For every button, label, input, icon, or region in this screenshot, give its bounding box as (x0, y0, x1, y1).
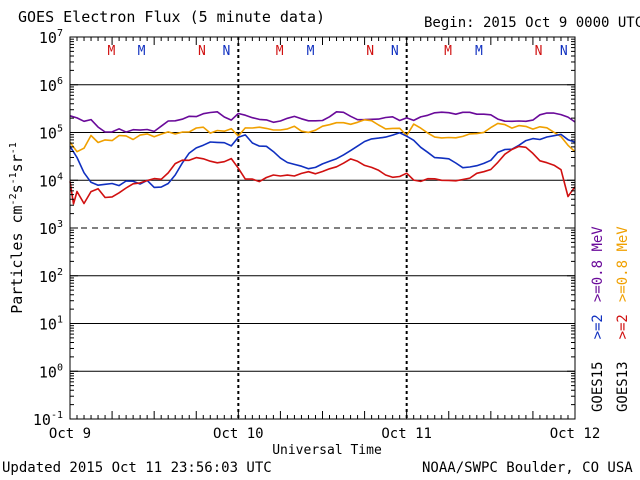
mln-marker-11: N (560, 44, 568, 59)
y-tick-label: 107 (39, 28, 63, 47)
mln-marker-3: N (222, 44, 230, 59)
series-line-goes13-2-mev (69, 145, 576, 205)
y-tick-label: 100 (39, 362, 63, 381)
x-tick-label: Oct 10 (213, 426, 264, 442)
series-layer (69, 111, 576, 205)
mln-marker-8: M (444, 44, 452, 59)
begin-time-label: Begin: 2015 Oct 9 0000 UTC (424, 15, 640, 31)
x-axis-ticks: Oct 9 Oct 10 Oct 11 Oct 12 (49, 37, 600, 442)
noaa-credit: NOAA/SWPC Boulder, CO USA (422, 460, 633, 476)
chart-title: GOES Electron Flux (5 minute data) (18, 8, 326, 26)
y-tick-label: 101 (39, 315, 63, 334)
series-line-goes13-0-8-mev (69, 119, 576, 153)
legend-goes15: GOES15>=2>=0.8 MeV (590, 226, 606, 412)
grid-layer (70, 37, 575, 419)
mln-marker-7: N (391, 44, 399, 59)
y-axis-ticks: 107 106 105 104 103 102 101 100 10-1 (33, 28, 575, 429)
mln-marker-2: N (198, 44, 206, 59)
mln-marker-9: M (475, 44, 483, 59)
legend-goes13: GOES13>=2>=0.8 MeV (615, 226, 631, 412)
y-tick-label: 10-1 (33, 410, 63, 429)
mln-marker-10: N (535, 44, 543, 59)
x-tick-label: Oct 11 (381, 426, 432, 442)
mln-marker-6: N (366, 44, 374, 59)
mln-marker-1: M (138, 44, 146, 59)
x-tick-label: Oct 12 (550, 426, 601, 442)
y-tick-label: 106 (39, 76, 63, 95)
mln-marker-5: M (307, 44, 315, 59)
y-tick-label: 103 (39, 219, 63, 238)
y-tick-label: 105 (39, 124, 63, 143)
mln-marker-4: M (276, 44, 284, 59)
mln-marker-0: M (107, 44, 115, 59)
series-line-goes15-2-mev (69, 132, 576, 189)
x-axis-label: Universal Time (272, 443, 382, 458)
y-tick-label: 104 (39, 171, 63, 190)
y-tick-label: 102 (39, 267, 63, 286)
x-tick-label: Oct 9 (49, 426, 91, 442)
series-line-goes15-0-8-mev (69, 111, 576, 133)
updated-timestamp: Updated 2015 Oct 11 23:56:03 UTC (2, 460, 272, 476)
y-axis-label: Particles cm-2s-1sr-1 (8, 142, 26, 314)
